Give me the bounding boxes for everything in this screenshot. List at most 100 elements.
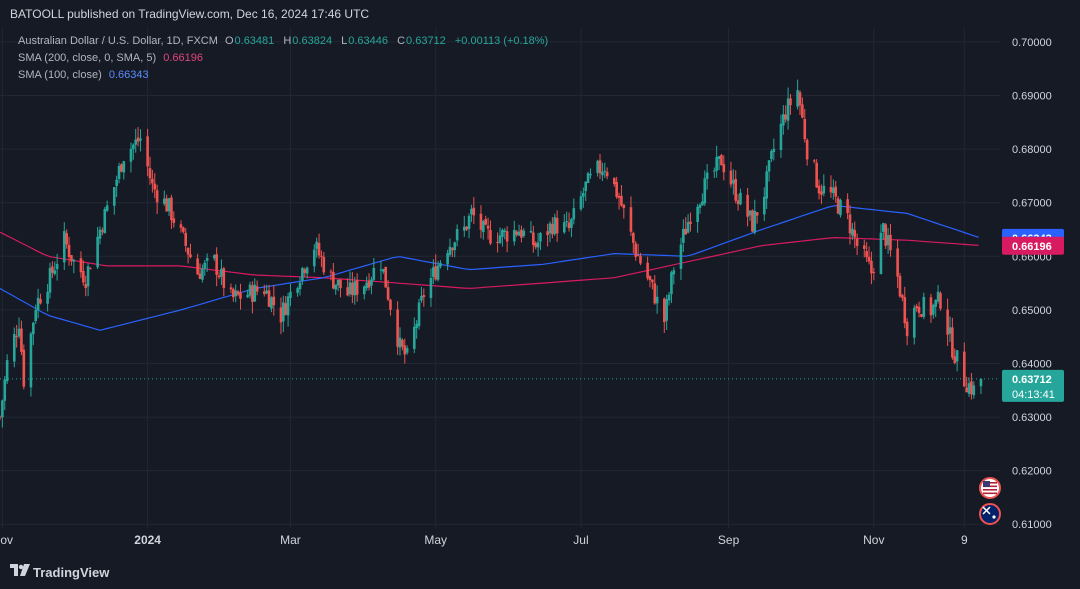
candle-body: [236, 291, 240, 295]
candle-body: [32, 322, 35, 335]
y-tick-label: 0.69000: [1012, 91, 1052, 103]
candle-body: [596, 160, 599, 173]
candle-body: [953, 356, 957, 363]
candle-body: [303, 269, 307, 273]
candle-body: [467, 215, 471, 229]
candle-body: [665, 299, 668, 321]
candle-body: [34, 310, 38, 322]
y-tick-label: 0.68000: [1012, 144, 1052, 156]
candle-body: [567, 222, 571, 229]
candle-body: [412, 326, 416, 349]
candle-body: [865, 251, 868, 258]
candle-body: [372, 267, 376, 280]
candle-body: [132, 144, 135, 150]
candle-body: [615, 182, 618, 197]
candle-body: [151, 178, 154, 184]
candle-body: [565, 221, 568, 223]
candle-body: [620, 195, 623, 206]
candle-body: [382, 269, 385, 272]
candle-body: [379, 269, 383, 271]
candle-body: [405, 348, 409, 353]
countdown-text: 04:13:41: [1012, 389, 1055, 401]
candle-body: [686, 221, 690, 233]
candle-body: [932, 304, 935, 315]
candle-body: [884, 224, 888, 246]
candle-body: [51, 266, 54, 273]
last-price-badge-text: 0.63712: [1012, 374, 1052, 386]
candle-body: [634, 243, 638, 257]
candle-body: [534, 243, 538, 248]
candle-body: [520, 229, 523, 238]
candle-body: [529, 230, 533, 233]
candle-body: [301, 267, 304, 281]
candle-body: [386, 287, 390, 300]
candle-body: [265, 290, 268, 294]
candle-body: [965, 387, 968, 393]
candle-body: [846, 199, 849, 214]
candle-body: [929, 297, 933, 316]
candle-body: [384, 266, 388, 288]
candle-body: [948, 327, 952, 334]
chart-area[interactable]: 0.70000 0.69000 0.68000 0.67000 0.66000 0.650…: [0, 28, 1080, 558]
x-tick-label: 9: [961, 533, 968, 547]
candle-body: [720, 155, 723, 166]
candle-body: [729, 170, 733, 185]
candle-body: [705, 172, 709, 179]
candle-body: [334, 284, 338, 290]
event-icons: [979, 477, 1001, 525]
candle-body: [486, 225, 490, 229]
candle-body: [601, 171, 604, 176]
candle-body: [832, 187, 835, 194]
candle-body: [167, 198, 171, 212]
candle-body: [320, 255, 323, 257]
candle-body: [462, 226, 466, 231]
candle-body: [103, 208, 107, 234]
candle-body: [920, 314, 923, 317]
legend-sma200-row[interactable]: SMA (200, close, 0, SMA, 5) 0.66196: [18, 52, 203, 64]
candle-body: [551, 224, 554, 235]
y-tick-label: 0.65000: [1012, 305, 1052, 317]
sma200-line: [0, 231, 979, 289]
sma100-value: 0.66343: [108, 69, 149, 81]
candle-body: [555, 218, 559, 234]
candle-body: [682, 228, 685, 243]
candle-body: [689, 221, 692, 225]
candle-body: [803, 118, 807, 140]
candle-body: [336, 279, 340, 286]
candle-body: [503, 230, 507, 233]
footer: TradingView: [0, 558, 1080, 589]
au-flag-star: [992, 515, 996, 519]
sma200-label: SMA (200, close, 0, SMA, 5): [18, 52, 157, 64]
price-chart[interactable]: 0.700000.690000.680000.670000.660000.650…: [0, 28, 1080, 558]
legend-sma100-row[interactable]: SMA (100, close) 0.66343: [18, 69, 149, 81]
candle-body: [222, 268, 226, 288]
candle-body: [870, 260, 873, 274]
candle-body: [539, 233, 542, 242]
candle-body: [179, 224, 183, 228]
candle-body: [255, 286, 259, 292]
au-flag-cross: [982, 506, 991, 515]
candle-body: [205, 257, 209, 261]
candle-body: [79, 258, 83, 273]
candle-body: [648, 276, 652, 281]
candle-body: [139, 138, 142, 141]
candle-body: [67, 244, 71, 258]
sma200-value: 0.66196: [163, 52, 203, 64]
candle-body: [351, 282, 354, 296]
candle-body: [717, 156, 721, 159]
candle-body: [232, 288, 235, 298]
candle-body: [298, 282, 302, 290]
candle-body: [979, 378, 983, 387]
candle-body: [365, 282, 368, 289]
sma100-label: SMA (100, close): [18, 69, 102, 81]
candle-body: [951, 327, 954, 358]
legend-main-row: Australian Dollar / U.S. Dollar, 1D, FXC…: [18, 35, 548, 47]
candle-body: [148, 168, 152, 179]
candle-body: [562, 222, 566, 233]
candle-body: [886, 235, 890, 246]
candle-body: [112, 187, 116, 206]
candle-body: [355, 280, 359, 295]
candle-body: [96, 236, 99, 268]
x-tick-label: Mar: [280, 533, 301, 547]
candle-body: [972, 385, 976, 396]
